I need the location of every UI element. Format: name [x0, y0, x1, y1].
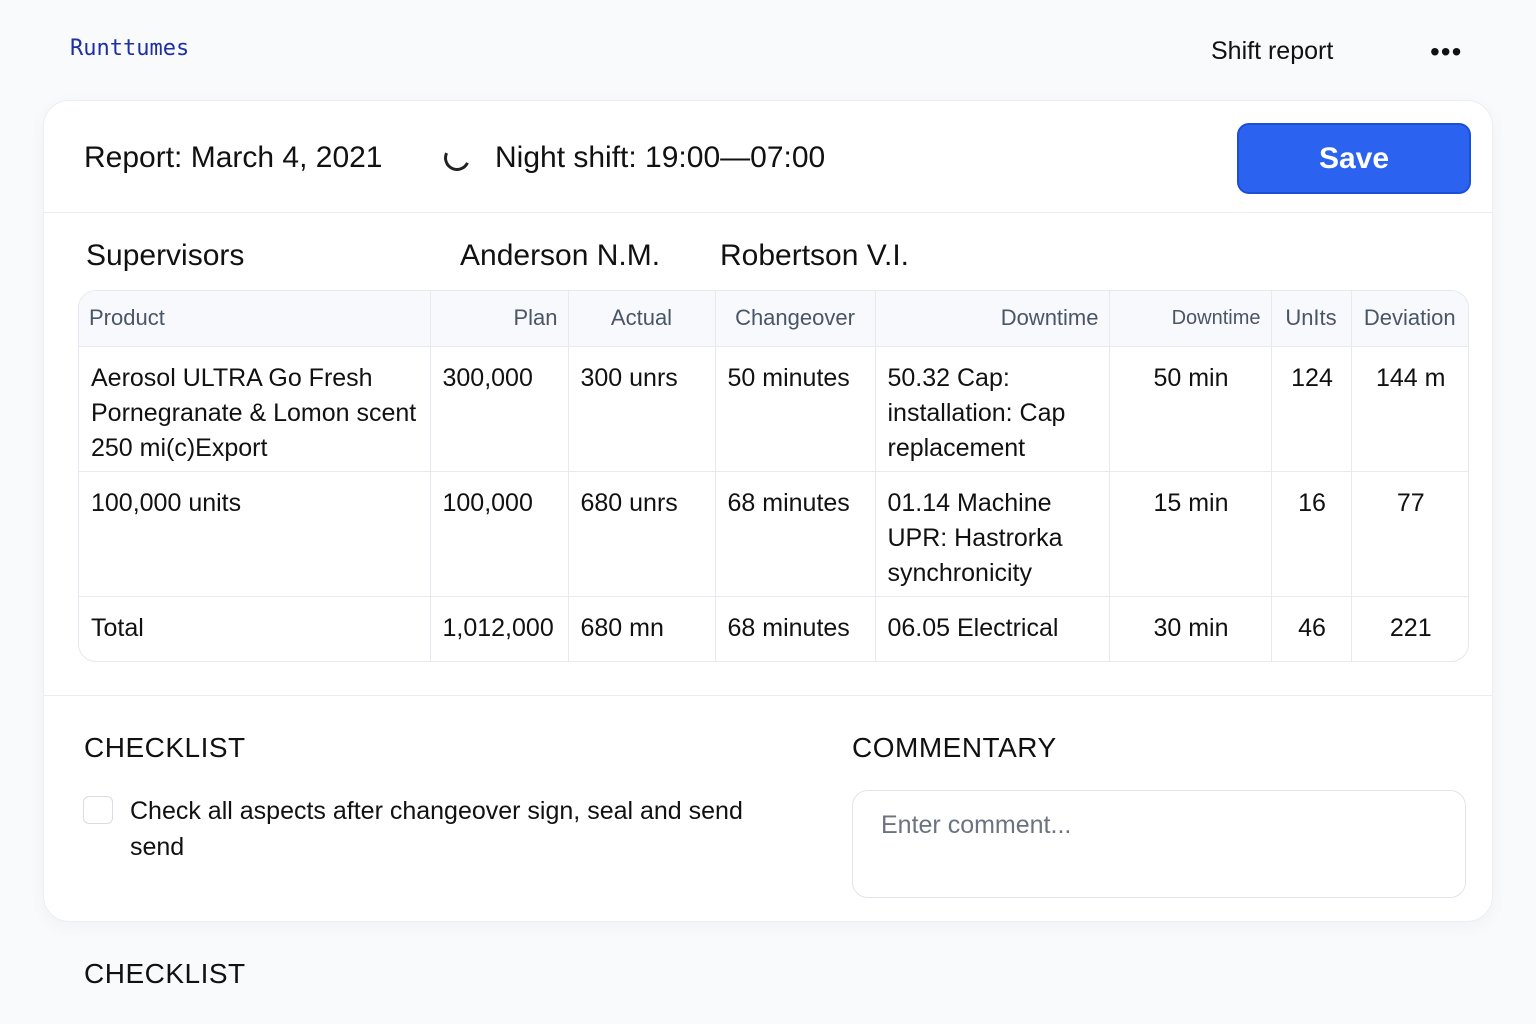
shift-time: Night shift: 19:00—07:00: [495, 141, 826, 174]
cell-changeover: 68 minutes: [715, 471, 876, 597]
table-row[interactable]: Aerosol ULTRA Go Fresh Pornegranate & Lo…: [79, 346, 1468, 472]
column-header-actual[interactable]: Actual: [568, 291, 716, 347]
app-brand[interactable]: Runttumes: [70, 36, 190, 61]
cell-units: 124: [1271, 346, 1352, 472]
cell-downtime-duration: 15 min: [1109, 471, 1272, 597]
cell-downtime: 50.32 Cap: installation: Cap replacement: [875, 346, 1110, 472]
more-options-icon[interactable]: •••: [1430, 36, 1463, 67]
table-header-row: Product Plan Actual Changeover Downtime …: [79, 291, 1468, 347]
cell-product: Aerosol ULTRA Go Fresh Pornegranate & Lo…: [79, 346, 431, 472]
save-button[interactable]: Save: [1237, 123, 1471, 194]
supervisor-name: Robertson V.I.: [720, 239, 910, 272]
checklist-title: CHECKLIST: [84, 732, 246, 763]
commentary-title: COMMENTARY: [852, 732, 1057, 763]
column-header-deviation[interactable]: Deviation: [1351, 291, 1468, 347]
comment-input[interactable]: [852, 790, 1466, 898]
cell-plan: 1,012,000: [430, 596, 569, 661]
checklist-checkbox[interactable]: [83, 796, 113, 824]
table-total-row: Total 1,012,000 680 mn 68 minutes 06.05 …: [79, 596, 1468, 661]
cell-product: Total: [79, 596, 431, 661]
column-header-units[interactable]: UnIts: [1271, 291, 1352, 347]
supervisors-label: Supervisors: [86, 239, 245, 272]
checklist-item-label[interactable]: Check all aspects after changeover sign,…: [130, 797, 743, 861]
cell-plan: 100,000: [430, 471, 569, 597]
cell-downtime: 01.14 Machine UPR: Hastrorka synchronici…: [875, 471, 1110, 597]
divider: [44, 212, 1492, 213]
table-row[interactable]: 100,000 units 100,000 680 unrs 68 minute…: [79, 471, 1468, 597]
cell-downtime-duration: 30 min: [1109, 596, 1272, 661]
shift-report-card: Report: March 4, 2021 Night shift: 19:00…: [43, 100, 1493, 922]
cell-product: 100,000 units: [79, 471, 431, 597]
column-header-downtime[interactable]: Downtime: [875, 291, 1110, 347]
cell-deviation: 144 m: [1351, 346, 1468, 472]
cell-changeover: 50 minutes: [715, 346, 876, 472]
cell-actual: 300 unrs: [568, 346, 716, 472]
cell-downtime-duration: 50 min: [1109, 346, 1272, 472]
cell-units: 46: [1271, 596, 1352, 661]
report-date: Report: March 4, 2021: [84, 141, 383, 174]
supervisor-name: Anderson N.M.: [460, 239, 661, 272]
loading-spinner-icon: [440, 141, 474, 175]
cell-actual: 680 unrs: [568, 471, 716, 597]
cell-changeover: 68 minutes: [715, 596, 876, 661]
checklist-section-title: CHECKLIST: [84, 958, 246, 989]
column-header-downtime-duration[interactable]: Downtime: [1109, 291, 1272, 347]
cell-downtime: 06.05 Electrical: [875, 596, 1110, 661]
column-header-changeover[interactable]: Changeover: [715, 291, 876, 347]
cell-actual: 680 mn: [568, 596, 716, 661]
cell-deviation: 77: [1351, 471, 1468, 597]
cell-deviation: 221: [1389, 613, 1432, 642]
cell-units: 16: [1271, 471, 1352, 597]
page-title: Shift report: [1211, 37, 1334, 65]
column-header-plan[interactable]: Plan: [430, 291, 569, 347]
production-table: Product Plan Actual Changeover Downtime …: [78, 290, 1469, 662]
column-header-product[interactable]: Product: [79, 291, 431, 347]
cell-plan: 300,000: [430, 346, 569, 472]
divider: [44, 695, 1492, 696]
